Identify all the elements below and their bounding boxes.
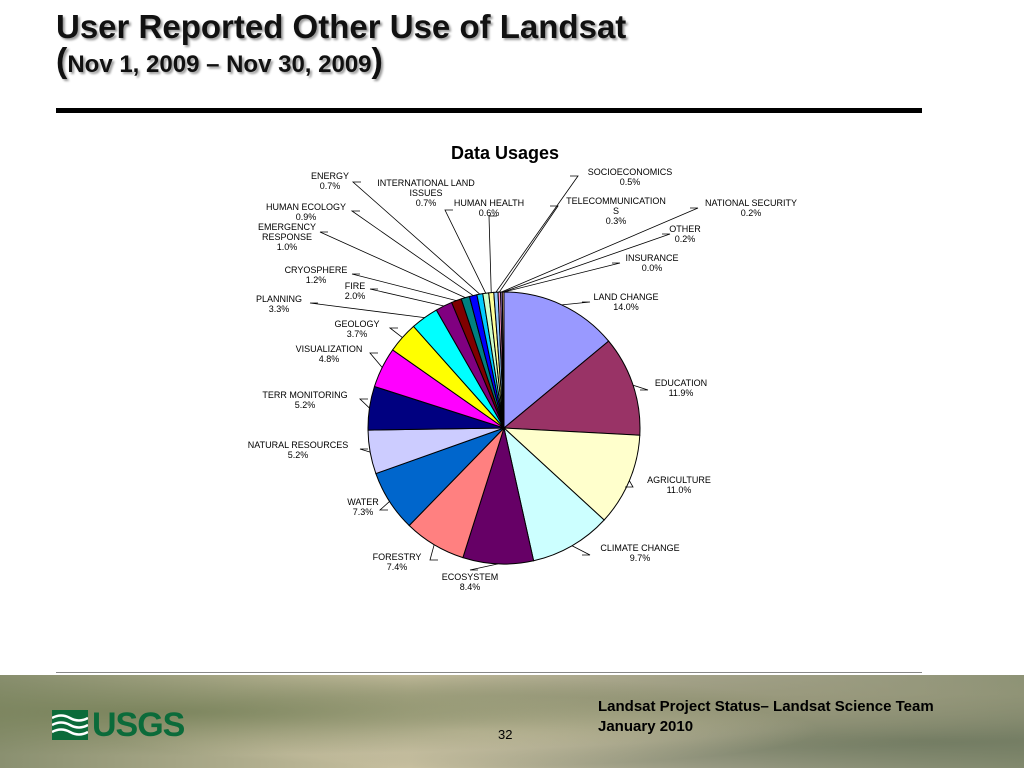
slice-label-cryosphere: CRYOSPHERE bbox=[285, 265, 348, 275]
slice-label-ecosystem: ECOSYSTEM bbox=[442, 572, 499, 582]
slice-percent-national-security: 0.2% bbox=[741, 208, 762, 218]
slice-percent-natural-resources: 5.2% bbox=[288, 450, 309, 460]
slice-label-agriculture: AGRICULTURE bbox=[647, 475, 711, 485]
slice-label-terr-monitoring: TERR MONITORING bbox=[262, 390, 347, 400]
title-line-1: User Reported Other Use of Landsat bbox=[56, 8, 627, 45]
slice-label-national-security: NATIONAL SECURITY bbox=[705, 198, 797, 208]
footer-rule bbox=[56, 672, 922, 673]
slice-percent-visualization: 4.8% bbox=[319, 354, 340, 364]
slice-percent-international-land-issues: 0.7% bbox=[416, 198, 437, 208]
leader-line-ecosystem bbox=[469, 563, 499, 571]
slice-label-climate-change: CLIMATE CHANGE bbox=[600, 543, 679, 553]
leader-line-forestry bbox=[429, 544, 438, 561]
leader-line-international-land-issues bbox=[444, 209, 487, 294]
usgs-logo: USGS bbox=[52, 706, 185, 744]
slice-percent-human-health: 0.6% bbox=[479, 208, 500, 218]
slice-percent-agriculture: 11.0% bbox=[667, 485, 692, 495]
slice-percent-education: 11.9% bbox=[669, 388, 694, 398]
title-open-paren: ( bbox=[56, 42, 68, 80]
slice-label-human-ecology: HUMAN ECOLOGY bbox=[266, 202, 346, 212]
leader-line-human-health bbox=[488, 215, 497, 293]
leader-line-other bbox=[503, 233, 671, 293]
slice-label-human-health: HUMAN HEALTH bbox=[454, 198, 524, 208]
slice-label-planning: PLANNING bbox=[256, 294, 302, 304]
leader-line-terr-monitoring bbox=[359, 398, 370, 409]
leader-line-geology bbox=[388, 327, 403, 338]
slice-label-fire: FIRE bbox=[345, 281, 366, 291]
slice-label-telecommunications: TELECOMMUNICATION S bbox=[566, 196, 666, 216]
leader-line-natural-resources bbox=[359, 448, 371, 453]
footer-line-1: Landsat Project Status– Landsat Science … bbox=[598, 698, 934, 715]
slice-label-visualization: VISUALIZATION bbox=[296, 344, 363, 354]
pie-slice-climate-change bbox=[503, 426, 605, 562]
leader-line-telecommunications bbox=[498, 205, 559, 293]
usgs-logo-text: USGS bbox=[92, 706, 185, 744]
leader-line-emergency-response bbox=[319, 231, 466, 298]
slice-percent-terr-monitoring: 5.2% bbox=[295, 400, 316, 410]
leader-line-planning bbox=[309, 302, 425, 319]
leader-line-education bbox=[632, 384, 649, 391]
leader-line-energy bbox=[351, 181, 481, 295]
slice-label-other: OTHER bbox=[669, 224, 701, 234]
slice-percent-emergency-response: 1.0% bbox=[277, 242, 298, 252]
leader-line-agriculture bbox=[625, 480, 634, 488]
slice-label-water: WATER bbox=[347, 497, 379, 507]
slice-percent-ecosystem: 8.4% bbox=[460, 582, 481, 592]
slice-label-land-change: LAND CHANGE bbox=[593, 292, 658, 302]
pie-slice-land-change bbox=[503, 291, 610, 430]
title-date-range: Nov 1, 2009 – Nov 30, 2009 bbox=[67, 51, 372, 78]
slice-percent-fire: 2.0% bbox=[345, 291, 366, 301]
slice-label-insurance: INSURANCE bbox=[625, 253, 678, 263]
slice-percent-energy: 0.7% bbox=[320, 181, 341, 191]
leader-line-national-security bbox=[501, 207, 699, 293]
slice-percent-telecommunications: 0.3% bbox=[606, 216, 627, 226]
footer-line-2: January 2010 bbox=[598, 718, 694, 735]
slice-label-socioeconomics: SOCIOECONOMICS bbox=[588, 167, 673, 177]
slice-percent-water: 7.3% bbox=[353, 507, 374, 517]
slice-percent-land-change: 14.0% bbox=[613, 302, 639, 312]
slice-percent-insurance: 0.0% bbox=[642, 263, 663, 273]
slice-label-international-land-issues: INTERNATIONAL LAND ISSUES bbox=[377, 178, 475, 198]
usgs-wave-icon bbox=[52, 710, 88, 740]
slice-percent-geology: 3.7% bbox=[347, 329, 368, 339]
slice-percent-climate-change: 9.7% bbox=[630, 553, 651, 563]
chart-title: Data Usages bbox=[450, 143, 560, 163]
slice-label-forestry: FORESTRY bbox=[373, 552, 422, 562]
slice-label-emergency-response: EMERGENCY RESPONSE bbox=[258, 222, 316, 242]
leader-line-cryosphere bbox=[351, 273, 457, 301]
leader-line-insurance bbox=[503, 262, 621, 293]
slice-label-natural-resources: NATURAL RESOURCES bbox=[248, 440, 349, 450]
title-rule bbox=[56, 108, 922, 113]
slice-percent-human-ecology: 0.9% bbox=[296, 212, 317, 222]
title-close-paren: ) bbox=[371, 42, 383, 80]
slice-percent-forestry: 7.4% bbox=[387, 562, 408, 572]
leader-line-visualization bbox=[369, 352, 383, 368]
footer-banner: USGS 32 Landsat Project Status– Landsat … bbox=[0, 675, 1024, 768]
title-line-2: (Nov 1, 2009 – Nov 30, 2009) bbox=[56, 44, 936, 80]
slice-label-energy: ENERGY bbox=[311, 171, 349, 181]
footer-text: Landsat Project Status– Landsat Science … bbox=[598, 697, 934, 737]
pie-slice-education bbox=[502, 340, 641, 436]
leader-line-socioeconomics bbox=[495, 175, 579, 293]
leader-line-land-change bbox=[561, 301, 591, 306]
slice-label-education: EDUCATION bbox=[655, 378, 707, 388]
leader-line-fire bbox=[369, 288, 444, 307]
leader-line-water bbox=[378, 501, 390, 511]
slice-percent-cryosphere: 1.2% bbox=[306, 275, 327, 285]
slice-label-geology: GEOLOGY bbox=[334, 319, 379, 329]
leader-line-climate-change bbox=[571, 545, 591, 556]
leader-line-human-ecology bbox=[350, 210, 474, 296]
slide-title: User Reported Other Use of Landsat (Nov … bbox=[56, 8, 936, 80]
slice-percent-planning: 3.3% bbox=[269, 304, 290, 314]
slice-percent-socioeconomics: 0.5% bbox=[620, 177, 641, 187]
page-number: 32 bbox=[498, 727, 513, 742]
slice-percent-other: 0.2% bbox=[675, 234, 696, 244]
pie-slice-agriculture bbox=[502, 427, 641, 521]
